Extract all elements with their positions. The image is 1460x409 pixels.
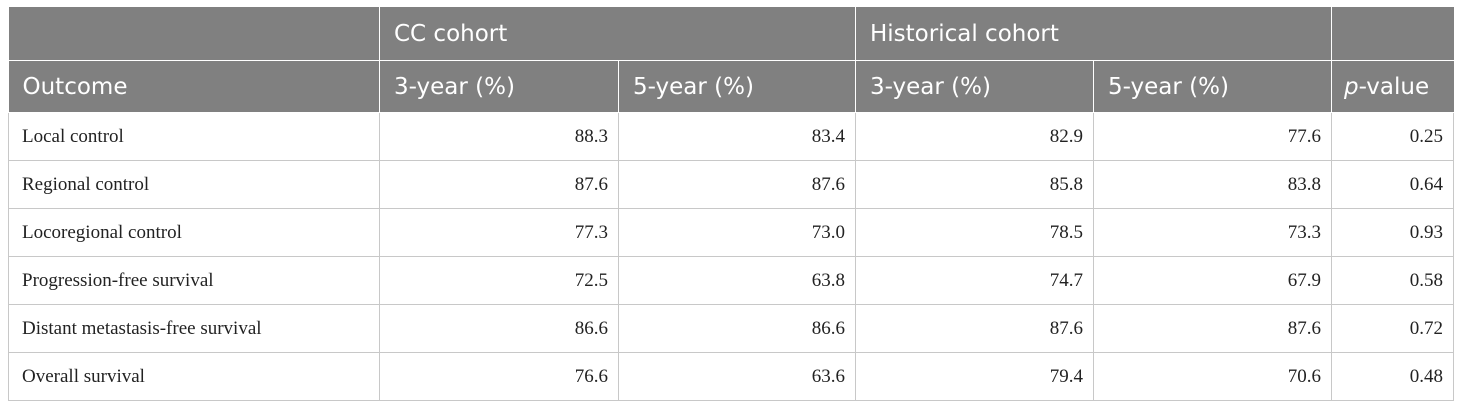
table-row: Locoregional control 77.3 73.0 78.5 73.3… <box>8 208 1455 257</box>
column-header-cc-5-year: 5-year (%) <box>618 60 856 113</box>
table-row: Overall survival 76.6 63.6 79.4 70.6 0.4… <box>8 352 1455 401</box>
outcomes-table: CC cohort Historical cohort Outcome 3-ye… <box>8 7 1455 401</box>
group-header-blank <box>8 7 380 61</box>
historical-5-year-cell: 83.8 <box>1092 160 1333 209</box>
cc-3-year-cell: 72.5 <box>379 256 619 305</box>
p-value-suffix: -value <box>1358 73 1430 100</box>
outcome-cell: Locoregional control <box>8 208 380 257</box>
group-header-cc-cohort: CC cohort <box>379 7 856 61</box>
column-header-p-value: p-value <box>1331 60 1454 113</box>
table-row: Local control 88.3 83.4 82.9 77.6 0.25 <box>8 112 1455 161</box>
outcome-cell: Regional control <box>8 160 380 209</box>
historical-3-year-cell: 78.5 <box>855 208 1094 257</box>
historical-5-year-cell: 67.9 <box>1092 256 1333 305</box>
p-value-cell: 0.93 <box>1331 208 1455 257</box>
group-header-blank-pvalue <box>1331 7 1454 61</box>
historical-3-year-cell: 79.4 <box>855 352 1094 401</box>
historical-3-year-cell: 82.9 <box>855 112 1094 161</box>
historical-3-year-cell: 85.8 <box>855 160 1094 209</box>
group-header-row: CC cohort Historical cohort <box>8 7 1454 61</box>
cc-5-year-cell: 63.8 <box>618 256 856 305</box>
historical-5-year-cell: 70.6 <box>1092 352 1333 401</box>
table-row: Progression-free survival 72.5 63.8 74.7… <box>8 256 1455 305</box>
outcome-cell: Overall survival <box>8 352 380 401</box>
p-value-cell: 0.72 <box>1331 304 1455 353</box>
table-header: CC cohort Historical cohort Outcome 3-ye… <box>8 7 1454 113</box>
historical-3-year-cell: 74.7 <box>855 256 1094 305</box>
outcome-cell: Distant metastasis-free survival <box>8 304 380 353</box>
cc-5-year-cell: 83.4 <box>618 112 856 161</box>
historical-5-year-cell: 87.6 <box>1092 304 1333 353</box>
historical-5-year-cell: 73.3 <box>1092 208 1333 257</box>
p-italic-label: p <box>1344 73 1359 100</box>
cc-5-year-cell: 86.6 <box>618 304 856 353</box>
p-value-cell: 0.25 <box>1331 112 1455 161</box>
cc-3-year-cell: 86.6 <box>379 304 619 353</box>
column-header-row: Outcome 3-year (%) 5-year (%) 3-year (%)… <box>8 60 1454 113</box>
column-header-historical-5-year: 5-year (%) <box>1093 60 1333 113</box>
cc-3-year-cell: 88.3 <box>379 112 619 161</box>
p-value-cell: 0.58 <box>1331 256 1455 305</box>
column-header-cc-3-year: 3-year (%) <box>379 60 619 113</box>
cc-5-year-cell: 63.6 <box>618 352 856 401</box>
cc-3-year-cell: 77.3 <box>379 208 619 257</box>
table-body: Local control 88.3 83.4 82.9 77.6 0.25 R… <box>8 112 1455 401</box>
historical-3-year-cell: 87.6 <box>855 304 1094 353</box>
p-value-cell: 0.64 <box>1331 160 1455 209</box>
column-header-outcome: Outcome <box>8 60 380 113</box>
cc-5-year-cell: 73.0 <box>618 208 856 257</box>
cc-3-year-cell: 76.6 <box>379 352 619 401</box>
group-header-historical-cohort: Historical cohort <box>855 7 1333 61</box>
outcome-cell: Progression-free survival <box>8 256 380 305</box>
table-row: Regional control 87.6 87.6 85.8 83.8 0.6… <box>8 160 1455 209</box>
table-row: Distant metastasis-free survival 86.6 86… <box>8 304 1455 353</box>
historical-5-year-cell: 77.6 <box>1092 112 1333 161</box>
column-header-historical-3-year: 3-year (%) <box>855 60 1094 113</box>
p-value-cell: 0.48 <box>1331 352 1455 401</box>
outcome-cell: Local control <box>8 112 380 161</box>
cc-5-year-cell: 87.6 <box>618 160 856 209</box>
cc-3-year-cell: 87.6 <box>379 160 619 209</box>
